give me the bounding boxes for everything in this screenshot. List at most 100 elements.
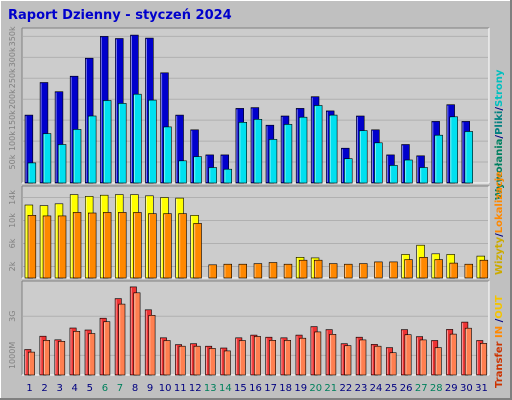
bar-wizyty [389, 261, 398, 279]
bar-wizyty [178, 213, 187, 279]
bar-in [27, 351, 35, 376]
legend-text: Transfer [494, 341, 505, 388]
bar-pliki [103, 100, 112, 184]
bar-wizyty [359, 263, 368, 279]
day-label: 2 [41, 383, 47, 394]
bar-pliki [313, 105, 323, 184]
bar-wizyty [42, 215, 52, 279]
bar-wizyty [434, 259, 443, 279]
right-legend-middle: Wizyty/Lokalizacje [494, 171, 505, 275]
bar-wizyty [72, 212, 82, 279]
bar-wizyty [328, 263, 338, 279]
bar-in [389, 352, 397, 376]
day-label: 31 [475, 383, 488, 394]
bar-pliki [118, 103, 127, 184]
bar-in [148, 314, 156, 376]
day-label: 4 [72, 383, 78, 394]
bar-in [434, 347, 442, 376]
bar-pliki [389, 165, 398, 184]
bar-wizyty [57, 215, 67, 279]
bar-in [314, 331, 322, 376]
bar-pliki [283, 124, 293, 184]
bar-pliki [208, 167, 217, 184]
bar-wizyty [223, 263, 232, 279]
bar-in [133, 292, 141, 376]
day-label: 21 [324, 383, 337, 394]
bar-wizyty [479, 259, 489, 279]
bar-wizyty [313, 259, 323, 279]
y-tick-label: 1000M [8, 342, 17, 369]
y-tick-label: 350k [8, 26, 17, 46]
bar-in [88, 333, 96, 376]
bar-pliki [464, 131, 473, 184]
day-labels: 1 2 3 4 5 6 7 8 9 10 11 12 13 14 15 16 17 18 19 20 21 22 23 24 2… [26, 383, 488, 394]
y-tick-label: 10k [8, 213, 17, 228]
bar-wizyty [163, 213, 172, 279]
day-label: 28 [430, 383, 443, 394]
day-label: 14 [219, 383, 232, 394]
bar-in [193, 345, 201, 376]
bar-in [404, 334, 412, 376]
legend-text: Pliki [494, 111, 505, 135]
day-label: 17 [264, 383, 277, 394]
day-label: 1 [26, 383, 32, 394]
bar-in [374, 345, 382, 376]
legend-text: Wizyty [494, 236, 505, 275]
day-label: 6 [102, 383, 108, 394]
y-tick-label: 50k [8, 154, 17, 169]
day-label: 15 [234, 383, 247, 394]
day-label: 25 [385, 383, 398, 394]
legend-text: / [494, 318, 505, 322]
bar-wizyty [103, 212, 112, 279]
bar-pliki [57, 144, 67, 184]
bar-in [299, 337, 307, 376]
bar-pliki [193, 156, 202, 184]
legend-text: / [494, 107, 505, 111]
bar-in [254, 336, 261, 376]
y-tick-label: 14k [8, 190, 17, 205]
bar-wizyty [238, 263, 247, 279]
bar-in [479, 342, 487, 376]
chart-title: Raport Dzienny - styczeń 2024 [8, 8, 232, 23]
legend-text: / [494, 135, 505, 139]
bar-wizyty [253, 263, 263, 279]
bar-wizyty [88, 212, 97, 279]
bar-pliki [88, 115, 97, 184]
bar-wizyty [118, 212, 127, 279]
legend-text: IN [494, 322, 505, 341]
bar-pliki [148, 99, 157, 184]
bar-pliki [434, 134, 443, 184]
day-label: 26 [400, 383, 413, 394]
bar-wizyty [344, 263, 353, 279]
y-tick-label: 250k [8, 68, 17, 88]
bar-pliki [404, 159, 413, 184]
bar-wizyty [419, 256, 428, 279]
right-legend-bottom: Transfer IN /OUT [494, 295, 505, 388]
bar-pliki [449, 116, 458, 184]
bar-wizyty [148, 213, 157, 279]
panel-middle: 2k 6k 10k 14k [8, 185, 490, 279]
bar-wizyty [133, 212, 142, 279]
bar-wizyty [464, 263, 473, 279]
bar-pliki [253, 119, 263, 184]
day-label: 30 [460, 383, 473, 394]
day-label: 18 [279, 383, 292, 394]
bar-wizyty [449, 262, 458, 279]
day-label: 16 [249, 383, 262, 394]
y-tick-label: 3G [8, 311, 17, 322]
bar-in [43, 339, 51, 376]
legend-text: Wywołania [494, 139, 505, 200]
y-tick-label: 6k [8, 238, 17, 248]
bar-in [163, 340, 171, 376]
legend-text: OUT [494, 295, 505, 319]
bar-wizyty [283, 263, 293, 279]
day-label: 11 [174, 383, 187, 394]
legend-text: / [494, 233, 505, 237]
bar-pliki [163, 126, 172, 184]
bar-in [344, 345, 352, 376]
day-label: 24 [370, 383, 383, 394]
y-tick-label: 2k [8, 261, 17, 271]
bar-pliki [298, 116, 308, 184]
bar-pliki [223, 168, 232, 184]
